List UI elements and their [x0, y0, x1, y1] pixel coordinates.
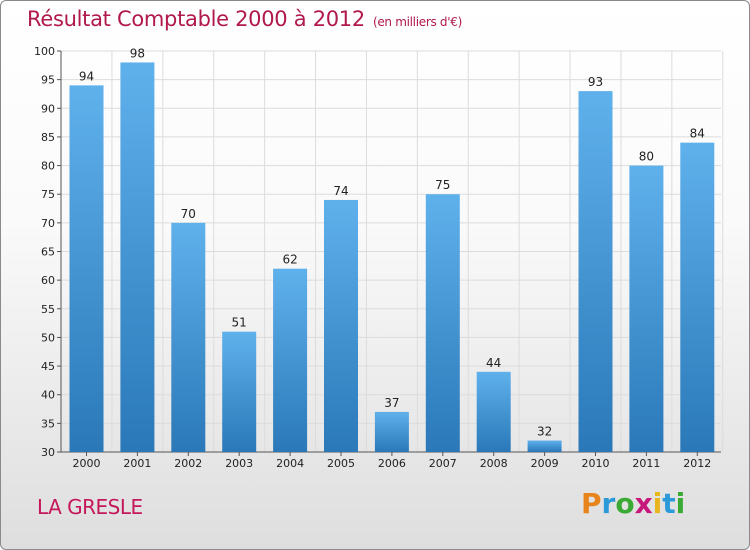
x-tick-label-2003: 2003	[225, 457, 253, 470]
y-tick-label: 95	[41, 74, 55, 87]
bar-2000	[69, 85, 104, 452]
x-tick-label-2005: 2005	[327, 457, 355, 470]
bar-2006	[374, 411, 409, 452]
y-tick-label: 90	[41, 102, 55, 115]
y-tick-label: 55	[41, 303, 55, 316]
logo-letter: x	[634, 487, 653, 520]
bar-2007	[425, 194, 460, 452]
bar-2002	[171, 222, 206, 452]
y-tick-label: 75	[41, 188, 55, 201]
bar-2012	[680, 142, 715, 452]
proxiti-logo: Proxiti	[581, 487, 685, 520]
data-label-2007: 75	[435, 178, 450, 192]
commune-name: LA GRESLE	[37, 495, 143, 519]
logo-letter: r	[601, 487, 616, 520]
bars	[69, 62, 715, 453]
bar-2011	[629, 165, 664, 453]
x-tick-label-2001: 2001	[123, 457, 151, 470]
data-label-2006: 37	[384, 396, 399, 410]
bar-2004	[273, 268, 308, 452]
y-tick-label: 85	[41, 131, 55, 144]
bar-2003	[222, 331, 257, 452]
y-tick-label: 35	[41, 417, 55, 430]
x-tick-label-2010: 2010	[582, 457, 610, 470]
chart-title: Résultat Comptable 2000 à 2012 (en millie…	[27, 7, 462, 31]
y-tick-label: 40	[41, 389, 55, 402]
x-tick-label-2004: 2004	[276, 457, 304, 470]
y-tick-label: 60	[41, 274, 55, 287]
data-label-2000: 94	[79, 69, 94, 83]
logo-letter: i	[652, 487, 663, 520]
y-tick-label: 70	[41, 217, 55, 230]
data-label-2001: 98	[130, 46, 145, 60]
chart-title-text: Résultat Comptable 2000 à 2012	[27, 7, 365, 31]
bar-2010	[578, 91, 613, 452]
x-tick-label-2002: 2002	[174, 457, 202, 470]
bar-2001	[120, 62, 155, 452]
data-label-2009: 32	[537, 425, 552, 439]
data-label-2003: 51	[232, 316, 247, 330]
y-tick-label: 30	[41, 446, 55, 459]
data-labels: 94 98 70 51 62 74 37 75 44 32 93 80 84	[79, 46, 705, 438]
bar-2008	[476, 371, 511, 452]
grid-lines	[60, 50, 724, 453]
y-tick-label: 100	[34, 45, 55, 58]
logo-letter: P	[581, 487, 602, 520]
logo-letter: o	[615, 487, 635, 520]
x-tick-label-2006: 2006	[378, 457, 406, 470]
y-tick-label: 50	[41, 331, 55, 344]
data-label-2011: 80	[639, 150, 654, 164]
data-label-2012: 84	[690, 127, 705, 141]
data-label-2005: 74	[333, 184, 348, 198]
x-tick-label-2000: 2000	[73, 457, 101, 470]
logo-letter: t	[662, 487, 676, 520]
logo-letter: i	[675, 487, 686, 520]
bar-2009	[527, 440, 562, 452]
chart-unit: (en milliers d'€)	[372, 15, 462, 29]
data-label-2008: 44	[486, 356, 501, 370]
y-tick-label: 65	[41, 246, 55, 259]
y-tick-label: 45	[41, 360, 55, 373]
x-tick-label-2012: 2012	[683, 457, 711, 470]
x-tick-label-2008: 2008	[480, 457, 508, 470]
data-label-2004: 62	[282, 253, 297, 267]
data-label-2010: 93	[588, 75, 603, 89]
x-tick-label-2009: 2009	[531, 457, 559, 470]
bar-2005	[324, 199, 358, 452]
data-label-2002: 70	[181, 207, 196, 221]
axes: 30 35 40 45 50 55 60 65 70 75 80 85 90 95 100 2000 2001 2…	[34, 45, 721, 470]
x-tick-label-2007: 2007	[429, 457, 457, 470]
y-tick-label: 80	[41, 160, 55, 173]
x-tick-label-2011: 2011	[632, 457, 660, 470]
